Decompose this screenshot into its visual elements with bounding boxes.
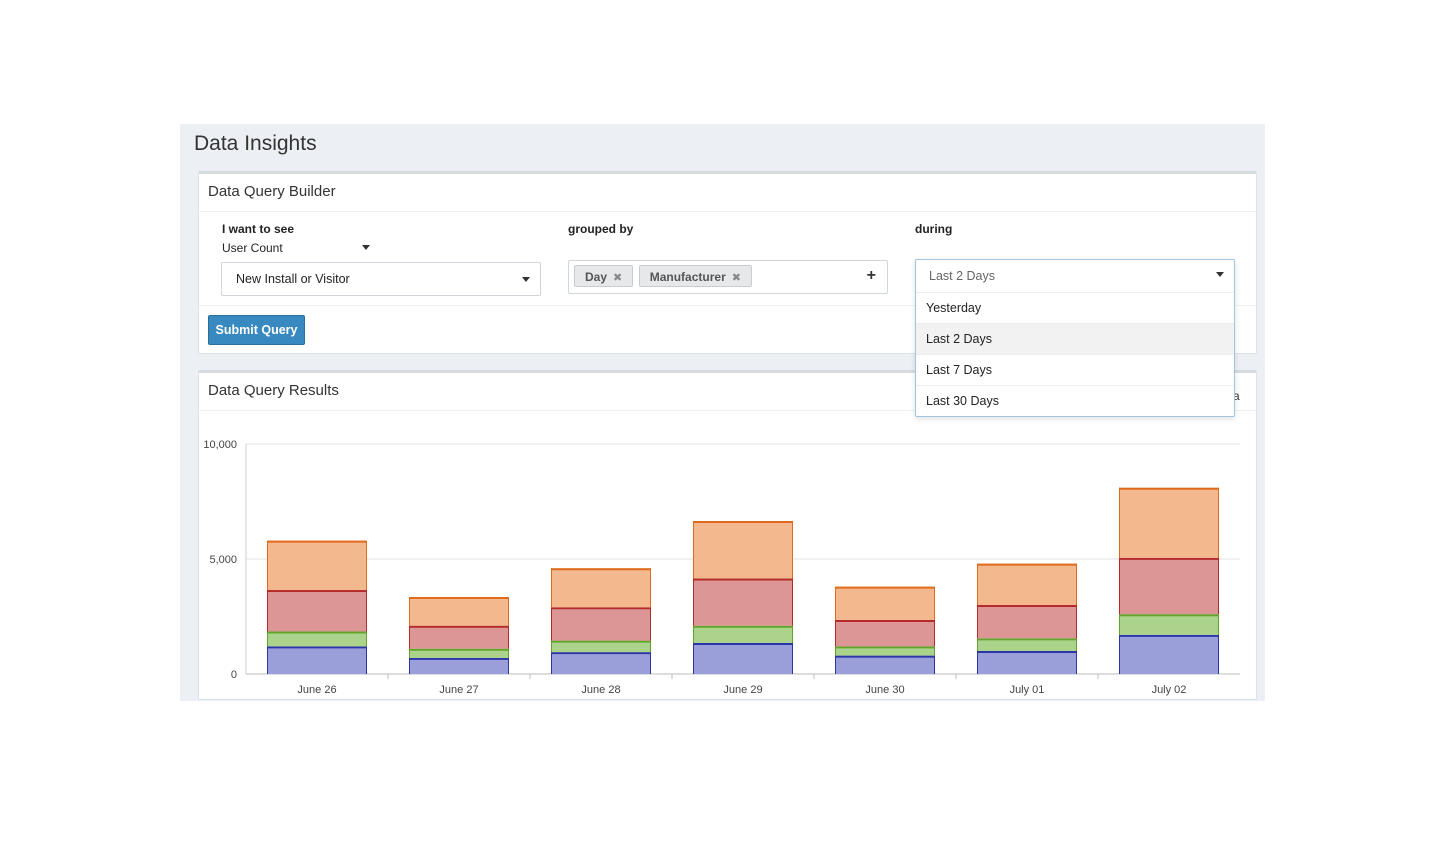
bar-segment [267, 590, 367, 632]
chevron-down-icon [522, 277, 530, 282]
results-title: Data Query Results [199, 373, 1256, 411]
bar-segment [1119, 634, 1219, 674]
results-chart: 0 5,000 10,000 June 26 June 27 June 28 June 29… [203, 439, 1240, 696]
bar-segment [409, 625, 509, 649]
bar-segment [551, 640, 651, 653]
bar-segment [409, 657, 509, 674]
chevron-down-icon [362, 245, 370, 250]
bar-segment [693, 521, 793, 579]
query-builder-panel: Data Query Builder I want to see User Co… [198, 171, 1257, 354]
x-tick-label: June 27 [439, 684, 478, 696]
group-tag-manufacturer: Manufacturer ✖ [638, 265, 752, 287]
remove-tag-icon[interactable]: ✖ [731, 272, 741, 284]
period-option-yesterday[interactable]: Yesterday [916, 293, 1234, 324]
bar-segment [267, 540, 367, 591]
grouped-by-label: grouped by [568, 222, 634, 236]
period-current-value: Last 2 Days [929, 269, 996, 283]
subtype-select[interactable]: New Install or Visitor [221, 262, 541, 296]
bar-segment [551, 652, 651, 674]
metric-select[interactable]: User Count [222, 241, 370, 255]
bar-segment [693, 625, 793, 643]
bar-segment [693, 642, 793, 674]
subtype-value: New Install or Visitor [236, 272, 350, 286]
group-tag-day: Day ✖ [574, 265, 634, 287]
bar-segment [835, 586, 935, 620]
bar-segment [693, 578, 793, 626]
bar-segment [551, 568, 651, 608]
bar-segment [977, 605, 1077, 639]
x-tick-label: June 29 [723, 684, 762, 696]
partially-hidden-text: a [1233, 389, 1240, 403]
x-tick-label: June 26 [297, 684, 336, 696]
period-current[interactable]: Last 2 Days [916, 260, 1234, 293]
bar-segment [267, 631, 367, 647]
bar-segment [1119, 614, 1219, 635]
bar-segment [409, 596, 509, 626]
bar-segment [977, 638, 1077, 651]
want-label: I want to see [222, 222, 295, 236]
bar-segment [1119, 557, 1219, 615]
period-dropdown[interactable]: Last 2 Days Yesterday Last 2 Days Last 7… [915, 259, 1235, 417]
submit-query-button[interactable]: Submit Query [208, 315, 305, 345]
bar-segment [977, 563, 1077, 605]
bar-segment [267, 646, 367, 674]
y-tick-label: 0 [231, 669, 237, 681]
plus-icon[interactable]: + [866, 267, 876, 284]
x-tick-label: June 28 [581, 684, 620, 696]
bar-segment [835, 646, 935, 656]
period-option-last-2-days[interactable]: Last 2 Days [916, 324, 1234, 355]
chevron-down-icon [1216, 272, 1224, 277]
remove-tag-icon[interactable]: ✖ [613, 272, 623, 284]
bar-segment [977, 651, 1077, 674]
page-title: Data Insights [194, 132, 317, 155]
tag-label: Day [585, 270, 608, 284]
tag-label: Manufacturer [649, 270, 726, 284]
group-by-field[interactable]: Day ✖ Manufacturer ✖ + [568, 260, 888, 294]
x-tick-label: July 02 [1152, 684, 1187, 696]
builder-title: Data Query Builder [199, 174, 1256, 212]
x-tick-label: June 30 [865, 684, 904, 696]
bar-segment [551, 607, 651, 641]
period-option-last-7-days[interactable]: Last 7 Days [916, 355, 1234, 386]
bar-segment [835, 619, 935, 647]
x-tick-label: July 01 [1010, 684, 1045, 696]
during-label: during [915, 222, 953, 236]
y-tick-label: 5,000 [209, 554, 237, 566]
period-option-last-30-days[interactable]: Last 30 Days [926, 394, 999, 408]
metric-value: User Count [222, 241, 283, 255]
bar-segment [409, 648, 509, 658]
bar-segment [1119, 487, 1219, 558]
bar-segment [835, 655, 935, 674]
divider [199, 305, 1256, 306]
y-tick-label: 10,000 [203, 439, 237, 451]
